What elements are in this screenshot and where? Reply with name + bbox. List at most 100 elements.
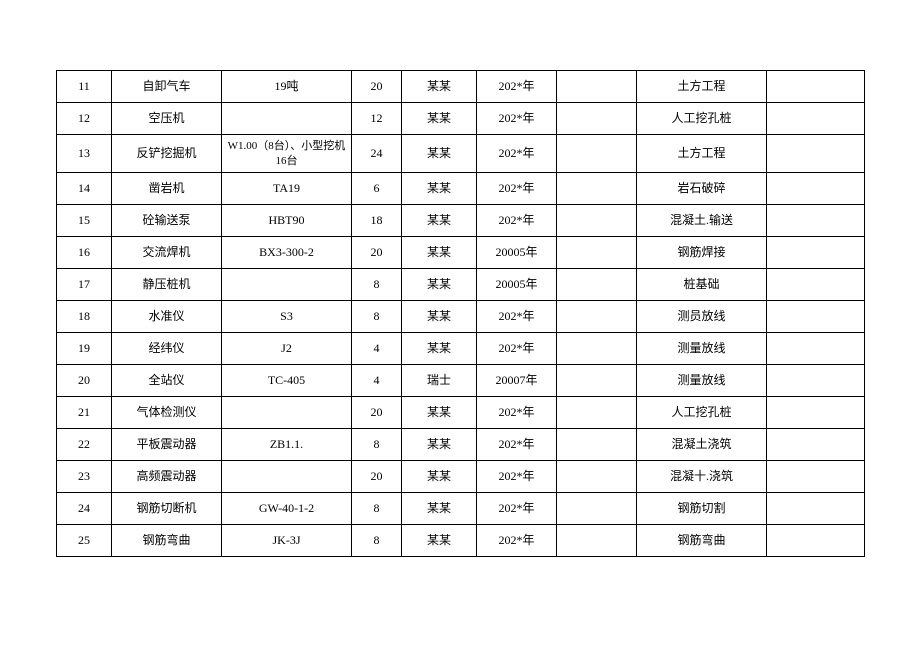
table-cell: 反铲挖掘机 bbox=[112, 135, 222, 173]
table-cell: 16 bbox=[57, 237, 112, 269]
table-cell: 20 bbox=[352, 237, 402, 269]
table-cell: 某某 bbox=[402, 135, 477, 173]
table-cell: 20005年 bbox=[477, 237, 557, 269]
table-cell: 人工挖孔桩 bbox=[637, 103, 767, 135]
table-cell: 20 bbox=[352, 397, 402, 429]
table-cell: 14 bbox=[57, 173, 112, 205]
table-cell: 202*年 bbox=[477, 461, 557, 493]
table-cell: 平板震动器 bbox=[112, 429, 222, 461]
table-cell: 某某 bbox=[402, 237, 477, 269]
table-cell: 20 bbox=[352, 71, 402, 103]
table-cell: 某某 bbox=[402, 333, 477, 365]
table-cell: 21 bbox=[57, 397, 112, 429]
table-cell: 202*年 bbox=[477, 71, 557, 103]
table-cell: 钢筋焊接 bbox=[637, 237, 767, 269]
table-cell: GW-40-1-2 bbox=[222, 493, 352, 525]
table-cell bbox=[767, 301, 865, 333]
table-cell: 某某 bbox=[402, 173, 477, 205]
equipment-table: 11自卸气车19吨20某某202*年土方工程12空压机12某某202*年人工挖孔… bbox=[56, 70, 865, 557]
equipment-table-container: 11自卸气车19吨20某某202*年土方工程12空压机12某某202*年人工挖孔… bbox=[56, 70, 864, 557]
table-cell: TA19 bbox=[222, 173, 352, 205]
table-cell: 22 bbox=[57, 429, 112, 461]
table-cell: 人工挖孔桩 bbox=[637, 397, 767, 429]
table-cell: 土方工程 bbox=[637, 71, 767, 103]
table-cell bbox=[767, 71, 865, 103]
table-cell: 全站仪 bbox=[112, 365, 222, 397]
equipment-table-body: 11自卸气车19吨20某某202*年土方工程12空压机12某某202*年人工挖孔… bbox=[57, 71, 865, 557]
table-row: 22平板震动器ZB1.1.8某某202*年混凝土浇筑 bbox=[57, 429, 865, 461]
table-cell bbox=[557, 525, 637, 557]
table-cell: 202*年 bbox=[477, 301, 557, 333]
table-cell: 20 bbox=[352, 461, 402, 493]
table-cell: 8 bbox=[352, 301, 402, 333]
table-cell: 20005年 bbox=[477, 269, 557, 301]
table-row: 23高频震动器20某某202*年混凝十.浇筑 bbox=[57, 461, 865, 493]
table-cell: 19吨 bbox=[222, 71, 352, 103]
table-cell bbox=[557, 397, 637, 429]
table-cell bbox=[557, 493, 637, 525]
table-row: 15砼输送泵HBT9018某某202*年混凝土.输送 bbox=[57, 205, 865, 237]
table-cell: 24 bbox=[57, 493, 112, 525]
table-cell: 202*年 bbox=[477, 493, 557, 525]
table-cell: 8 bbox=[352, 269, 402, 301]
table-cell: JK-3J bbox=[222, 525, 352, 557]
table-cell: 交流焊机 bbox=[112, 237, 222, 269]
table-cell: 8 bbox=[352, 429, 402, 461]
table-cell: HBT90 bbox=[222, 205, 352, 237]
table-cell: 测员放线 bbox=[637, 301, 767, 333]
table-cell: 19 bbox=[57, 333, 112, 365]
table-cell: 钢筋切割 bbox=[637, 493, 767, 525]
table-cell: 静压桩机 bbox=[112, 269, 222, 301]
table-cell: BX3-300-2 bbox=[222, 237, 352, 269]
table-cell bbox=[557, 173, 637, 205]
table-cell: 测量放线 bbox=[637, 333, 767, 365]
table-cell bbox=[557, 205, 637, 237]
table-row: 11自卸气车19吨20某某202*年土方工程 bbox=[57, 71, 865, 103]
table-cell bbox=[557, 237, 637, 269]
table-row: 13反铲挖掘机W1.00（8台）、小型挖机16台24某某202*年土方工程 bbox=[57, 135, 865, 173]
table-cell: 25 bbox=[57, 525, 112, 557]
table-cell bbox=[767, 461, 865, 493]
table-cell: 18 bbox=[352, 205, 402, 237]
table-cell: 瑞士 bbox=[402, 365, 477, 397]
table-cell: 17 bbox=[57, 269, 112, 301]
table-cell: 202*年 bbox=[477, 173, 557, 205]
table-cell bbox=[557, 135, 637, 173]
table-cell: 202*年 bbox=[477, 525, 557, 557]
table-cell bbox=[557, 365, 637, 397]
table-cell bbox=[767, 269, 865, 301]
table-cell bbox=[767, 333, 865, 365]
table-cell: 气体检测仪 bbox=[112, 397, 222, 429]
table-cell: 18 bbox=[57, 301, 112, 333]
table-cell: 高频震动器 bbox=[112, 461, 222, 493]
table-row: 25钢筋弯曲JK-3J8某某202*年钢筋弯曲 bbox=[57, 525, 865, 557]
table-cell bbox=[222, 103, 352, 135]
table-cell: 8 bbox=[352, 525, 402, 557]
table-cell: 混凝十.浇筑 bbox=[637, 461, 767, 493]
table-cell: 经纬仪 bbox=[112, 333, 222, 365]
table-cell: 23 bbox=[57, 461, 112, 493]
table-cell: 202*年 bbox=[477, 429, 557, 461]
table-cell bbox=[767, 525, 865, 557]
table-cell bbox=[767, 429, 865, 461]
table-cell: TC-405 bbox=[222, 365, 352, 397]
table-cell: 202*年 bbox=[477, 397, 557, 429]
table-cell: 自卸气车 bbox=[112, 71, 222, 103]
table-cell bbox=[222, 397, 352, 429]
table-row: 12空压机12某某202*年人工挖孔桩 bbox=[57, 103, 865, 135]
table-row: 16交流焊机BX3-300-220某某20005年 钢筋焊接 bbox=[57, 237, 865, 269]
table-cell: 桩基础 bbox=[637, 269, 767, 301]
table-cell: 水准仪 bbox=[112, 301, 222, 333]
table-cell: 混凝土.输送 bbox=[637, 205, 767, 237]
table-cell bbox=[767, 365, 865, 397]
table-cell: 12 bbox=[352, 103, 402, 135]
table-cell: 某某 bbox=[402, 205, 477, 237]
table-cell: W1.00（8台）、小型挖机16台 bbox=[222, 135, 352, 173]
table-cell: 混凝土浇筑 bbox=[637, 429, 767, 461]
table-cell bbox=[557, 103, 637, 135]
table-cell: 202*年 bbox=[477, 103, 557, 135]
table-cell: 11 bbox=[57, 71, 112, 103]
table-cell: 4 bbox=[352, 333, 402, 365]
table-cell: 某某 bbox=[402, 493, 477, 525]
table-row: 14凿岩机TA196某某202*年岩石破碎 bbox=[57, 173, 865, 205]
